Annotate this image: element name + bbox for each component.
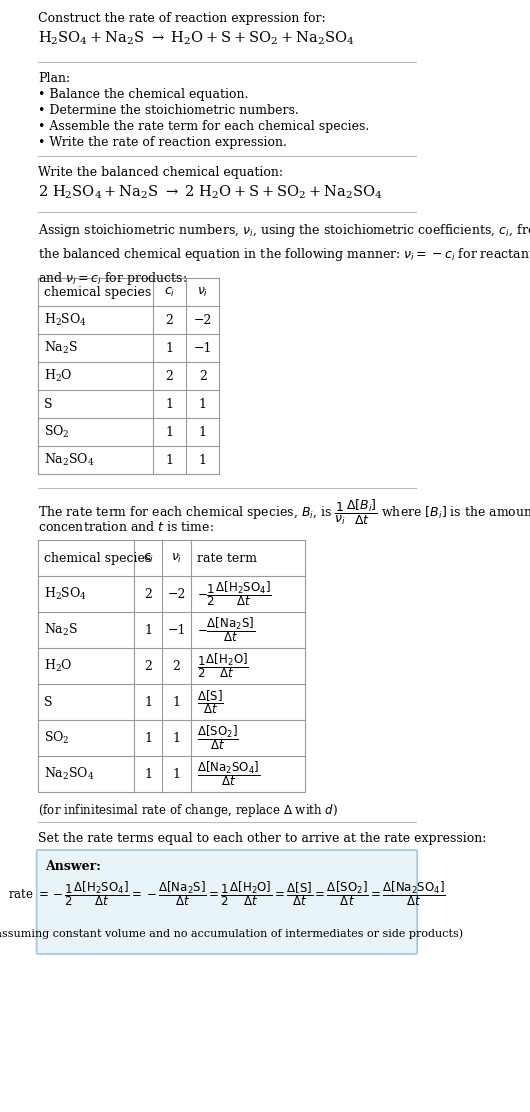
- Text: $\mathregular{H_2O}$: $\mathregular{H_2O}$: [44, 368, 73, 384]
- Text: chemical species: chemical species: [44, 286, 151, 298]
- Text: 2: 2: [145, 659, 152, 673]
- Text: $\mathregular{H_2SO_4}$: $\mathregular{H_2SO_4}$: [44, 312, 87, 328]
- Text: 1: 1: [173, 767, 181, 781]
- Text: 2: 2: [165, 369, 173, 383]
- Text: (for infinitesimal rate of change, replace $\Delta$ with $d$): (for infinitesimal rate of change, repla…: [38, 802, 338, 820]
- Text: $\mathregular{2\ H_2SO_4 + Na_2S \ \rightarrow \ 2\ H_2O + S + SO_2 + Na_2SO_4}$: $\mathregular{2\ H_2SO_4 + Na_2S \ \righ…: [38, 183, 383, 201]
- Text: $\mathregular{H_2O}$: $\mathregular{H_2O}$: [44, 658, 73, 674]
- Text: • Determine the stoichiometric numbers.: • Determine the stoichiometric numbers.: [38, 105, 299, 117]
- Text: • Assemble the rate term for each chemical species.: • Assemble the rate term for each chemic…: [38, 120, 369, 133]
- Text: 1: 1: [165, 454, 173, 467]
- Text: $\dfrac{1}{2}\dfrac{\Delta[\mathrm{H_2O}]}{\Delta t}$: $\dfrac{1}{2}\dfrac{\Delta[\mathrm{H_2O}…: [197, 652, 249, 681]
- Text: Construct the rate of reaction expression for:: Construct the rate of reaction expressio…: [38, 12, 326, 24]
- Text: −2: −2: [193, 314, 212, 327]
- Text: Answer:: Answer:: [46, 860, 101, 873]
- Text: $\mathregular{Na_2S}$: $\mathregular{Na_2S}$: [44, 622, 78, 638]
- Text: rate term: rate term: [197, 552, 257, 565]
- Text: $\mathregular{SO_2}$: $\mathregular{SO_2}$: [44, 424, 70, 440]
- Text: Plan:: Plan:: [38, 72, 70, 85]
- Text: $\mathregular{SO_2}$: $\mathregular{SO_2}$: [44, 729, 70, 746]
- Text: $c_i$: $c_i$: [143, 552, 154, 565]
- Text: $\dfrac{\Delta[\mathrm{Na_2SO_4}]}{\Delta t}$: $\dfrac{\Delta[\mathrm{Na_2SO_4}]}{\Delt…: [197, 759, 260, 788]
- Text: 1: 1: [165, 397, 173, 410]
- Text: 1: 1: [144, 732, 153, 745]
- Text: 1: 1: [144, 624, 153, 636]
- Text: $\nu_i$: $\nu_i$: [197, 286, 208, 298]
- Text: The rate term for each chemical species, $B_i$, is $\dfrac{1}{\nu_i}\dfrac{\Delt: The rate term for each chemical species,…: [38, 498, 530, 527]
- Text: −1: −1: [193, 341, 212, 355]
- Text: $\mathregular{H_2SO_4 + Na_2S \ \rightarrow \ H_2O + S + SO_2 + Na_2SO_4}$: $\mathregular{H_2SO_4 + Na_2S \ \rightar…: [38, 30, 355, 48]
- Text: 1: 1: [173, 732, 181, 745]
- FancyBboxPatch shape: [37, 850, 417, 954]
- Text: −1: −1: [167, 624, 186, 636]
- Text: S: S: [44, 695, 52, 708]
- Text: • Balance the chemical equation.: • Balance the chemical equation.: [38, 88, 249, 101]
- Text: 1: 1: [144, 695, 153, 708]
- Text: 2: 2: [199, 369, 207, 383]
- Text: $\mathregular{Na_2SO_4}$: $\mathregular{Na_2SO_4}$: [44, 766, 95, 782]
- Text: chemical species: chemical species: [44, 552, 151, 565]
- Text: 1: 1: [199, 454, 207, 467]
- Text: $-\dfrac{\Delta[\mathrm{Na_2S}]}{\Delta t}$: $-\dfrac{\Delta[\mathrm{Na_2S}]}{\Delta …: [197, 616, 255, 644]
- Text: 1: 1: [144, 767, 153, 781]
- Text: Set the rate terms equal to each other to arrive at the rate expression:: Set the rate terms equal to each other t…: [38, 832, 487, 845]
- Text: rate $= -\dfrac{1}{2}\dfrac{\Delta[\mathrm{H_2SO_4}]}{\Delta t} = -\dfrac{\Delta: rate $= -\dfrac{1}{2}\dfrac{\Delta[\math…: [8, 880, 446, 909]
- Text: −2: −2: [167, 587, 185, 600]
- Text: $\dfrac{\Delta[\mathrm{SO_2}]}{\Delta t}$: $\dfrac{\Delta[\mathrm{SO_2}]}{\Delta t}…: [197, 724, 238, 753]
- Text: 1: 1: [165, 426, 173, 438]
- Text: $\mathregular{Na_2S}$: $\mathregular{Na_2S}$: [44, 340, 78, 356]
- Text: 1: 1: [199, 397, 207, 410]
- Text: (assuming constant volume and no accumulation of intermediates or side products): (assuming constant volume and no accumul…: [0, 929, 463, 940]
- Text: 1: 1: [173, 695, 181, 708]
- Text: $\nu_i$: $\nu_i$: [171, 552, 182, 565]
- Text: $\mathregular{Na_2SO_4}$: $\mathregular{Na_2SO_4}$: [44, 451, 95, 468]
- Text: 2: 2: [173, 659, 181, 673]
- Text: S: S: [44, 397, 52, 410]
- Text: $c_i$: $c_i$: [164, 286, 175, 298]
- Text: $\dfrac{\Delta[\mathrm{S}]}{\Delta t}$: $\dfrac{\Delta[\mathrm{S}]}{\Delta t}$: [197, 688, 223, 716]
- Text: $-\dfrac{1}{2}\dfrac{\Delta[\mathrm{H_2SO_4}]}{\Delta t}$: $-\dfrac{1}{2}\dfrac{\Delta[\mathrm{H_2S…: [197, 579, 271, 608]
- Text: Assign stoichiometric numbers, $\nu_i$, using the stoichiometric coefficients, $: Assign stoichiometric numbers, $\nu_i$, …: [38, 222, 530, 287]
- Text: 2: 2: [165, 314, 173, 327]
- Text: • Write the rate of reaction expression.: • Write the rate of reaction expression.: [38, 136, 287, 149]
- Text: concentration and $t$ is time:: concentration and $t$ is time:: [38, 520, 214, 534]
- Text: 2: 2: [145, 587, 152, 600]
- Text: Write the balanced chemical equation:: Write the balanced chemical equation:: [38, 166, 283, 179]
- Text: $\mathregular{H_2SO_4}$: $\mathregular{H_2SO_4}$: [44, 586, 87, 602]
- Text: 1: 1: [165, 341, 173, 355]
- Text: 1: 1: [199, 426, 207, 438]
